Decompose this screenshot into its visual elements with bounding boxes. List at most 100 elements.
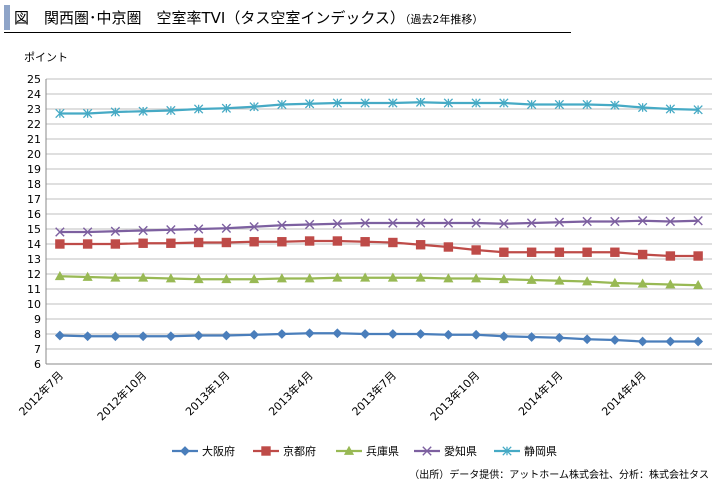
y-tick-label: 24: [27, 88, 41, 101]
data-point: [55, 108, 65, 119]
data-point: [249, 329, 260, 340]
data-point: [582, 276, 593, 286]
data-point: [165, 331, 176, 342]
data-point: [110, 226, 121, 236]
data-point: [554, 99, 565, 110]
data-point: [554, 217, 565, 227]
data-point: [526, 274, 537, 284]
data-point: [82, 239, 93, 249]
data-point: [332, 328, 343, 339]
data-point: [693, 251, 703, 261]
data-point: [637, 249, 648, 260]
data-point: [360, 218, 370, 228]
data-point: [277, 237, 287, 247]
legend-marker: [343, 445, 355, 455]
data-point: [498, 274, 509, 284]
data-point: [138, 238, 148, 248]
data-point: [221, 330, 232, 341]
data-point: [387, 329, 398, 339]
y-tick-label: 25: [27, 73, 41, 86]
data-point: [443, 329, 454, 340]
data-point: [498, 331, 509, 342]
data-point: [499, 247, 509, 257]
data-point: [304, 273, 315, 283]
y-tick-label: 13: [27, 253, 41, 266]
data-point: [82, 271, 93, 281]
data-point: [276, 273, 287, 283]
x-tick-label: 2014年4月: [599, 368, 649, 418]
series-line: [59, 239, 699, 258]
title-text: 図 関西圏･中京圏 空室率TVI（タス空室インデックス）: [14, 9, 405, 27]
data-point: [221, 103, 232, 113]
data-point: [415, 240, 426, 250]
data-point: [110, 239, 121, 249]
data-point: [582, 216, 592, 227]
data-point: [360, 272, 371, 282]
data-point: [221, 274, 232, 284]
data-point: [637, 336, 648, 347]
legend-marker: [502, 446, 512, 456]
data-point: [110, 331, 121, 342]
data-point: [471, 329, 482, 340]
legend-marker: [261, 446, 271, 456]
y-tick-label: 10: [27, 298, 41, 311]
data-point: [610, 247, 620, 257]
data-point: [193, 104, 204, 114]
data-point: [110, 107, 121, 117]
data-point: [526, 332, 537, 342]
data-point: [332, 98, 343, 108]
data-point: [304, 219, 315, 230]
data-point: [332, 272, 343, 282]
data-point: [332, 236, 343, 246]
x-tick-label: 2012年7月: [16, 368, 66, 418]
data-point: [138, 272, 149, 282]
data-point: [415, 97, 426, 107]
data-point: [499, 219, 509, 229]
y-axis-label: ポイント: [24, 51, 68, 64]
data-point: [471, 218, 481, 228]
data-point: [554, 247, 565, 257]
data-point: [193, 274, 204, 284]
data-point: [665, 216, 676, 227]
data-point: [499, 98, 509, 108]
data-point: [415, 272, 426, 282]
data-point: [665, 104, 676, 114]
data-point: [609, 335, 620, 345]
data-point: [582, 334, 593, 345]
title-note: （過去2年推移）: [404, 13, 484, 26]
x-tick-label: 2013年10月: [427, 368, 482, 423]
data-point: [471, 245, 481, 255]
y-tick-label: 11: [27, 283, 41, 296]
data-point: [304, 328, 315, 339]
data-point: [609, 277, 620, 287]
data-point: [637, 102, 648, 113]
data-point: [332, 219, 343, 229]
data-point: [55, 239, 65, 249]
data-point: [249, 237, 259, 247]
data-point: [526, 99, 537, 110]
legend-marker: [422, 446, 432, 456]
y-tick-label: 20: [27, 148, 41, 161]
legend-label: 京都府: [283, 444, 316, 458]
data-point: [138, 225, 148, 236]
data-point: [693, 216, 703, 226]
data-point: [249, 102, 259, 112]
source-note: （出所）データ提供：アットホーム株式会社、分析：株式会社タス: [409, 470, 709, 481]
data-point: [360, 329, 371, 339]
data-point: [54, 330, 65, 341]
data-point: [388, 98, 398, 108]
data-point: [693, 105, 703, 115]
y-tick-label: 19: [27, 163, 41, 176]
x-tick-label: 2014年1月: [515, 368, 565, 418]
data-point: [360, 237, 370, 247]
data-point: [637, 278, 648, 288]
data-point: [443, 98, 454, 108]
data-point: [610, 216, 620, 227]
x-tick-label: 2013年4月: [266, 368, 316, 418]
data-point: [554, 275, 565, 285]
data-point: [387, 272, 398, 282]
y-tick-label: 15: [27, 223, 41, 236]
data-point: [526, 218, 537, 228]
data-point: [166, 105, 176, 116]
